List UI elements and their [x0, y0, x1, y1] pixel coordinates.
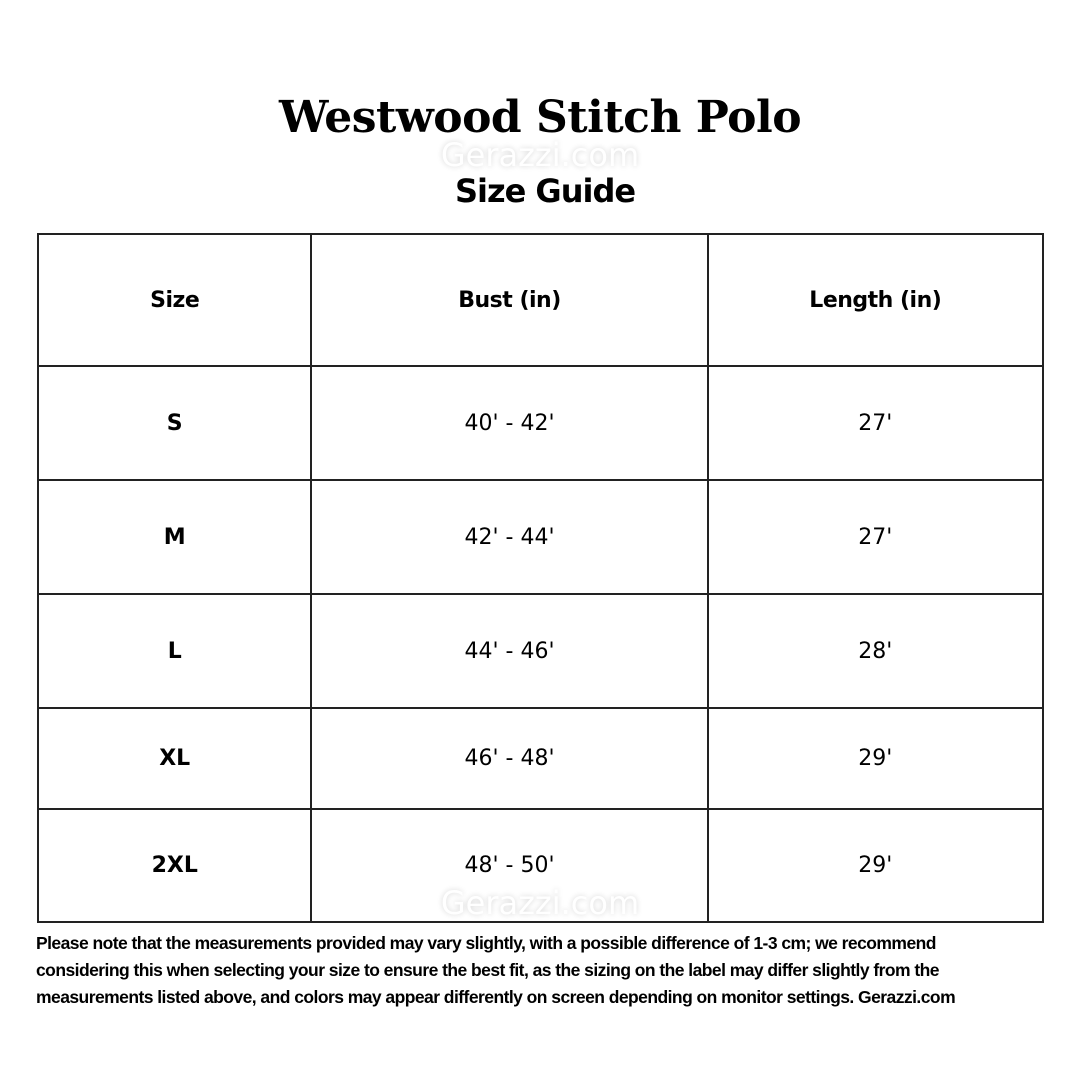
bust-cell: 40' - 42' [310, 365, 709, 481]
column-header-bust: Bust (in) [310, 233, 709, 367]
note-line: Please note that the measurements provid… [36, 933, 936, 953]
bust-cell: 46' - 48' [310, 707, 709, 810]
size-cell: 2XL [36, 808, 313, 923]
note-line: measurements listed above, and colors ma… [36, 987, 956, 1007]
length-cell: 27' [706, 365, 1045, 481]
length-cell: 27' [706, 479, 1045, 595]
size-cell: L [36, 593, 313, 709]
size-cell: S [36, 365, 313, 481]
length-cell: 29' [706, 808, 1045, 923]
table-header-row: Size Bust (in) Length (in) [36, 233, 1045, 367]
table-row: XL 46' - 48' 29' [36, 707, 1045, 810]
note-line: considering this when selecting your siz… [36, 960, 939, 980]
table-row: L 44' - 46' 28' [36, 593, 1045, 709]
column-header-length: Length (in) [706, 233, 1045, 367]
length-cell: 28' [706, 593, 1045, 709]
size-table: Size Bust (in) Length (in) S 40' - 42' 2… [36, 233, 1045, 923]
watermark: Gerazzi.com [440, 136, 640, 174]
watermark: Gerazzi.com [440, 884, 640, 922]
table-row: S 40' - 42' 27' [36, 365, 1045, 481]
bust-cell: 48' - 50' [310, 808, 709, 923]
measurement-note: Please note that the measurements provid… [36, 930, 1066, 1011]
page-subtitle: Size Guide [454, 172, 636, 210]
size-cell: XL [36, 707, 313, 810]
bust-cell: 44' - 46' [310, 593, 709, 709]
table-row: M 42' - 44' 27' [36, 479, 1045, 595]
bust-cell: 42' - 44' [310, 479, 709, 595]
length-cell: 29' [706, 707, 1045, 810]
table-row: 2XL 48' - 50' 29' [36, 808, 1045, 923]
page-title: Westwood Stitch Polo [278, 92, 802, 143]
size-cell: M [36, 479, 313, 595]
column-header-size: Size [36, 233, 313, 367]
